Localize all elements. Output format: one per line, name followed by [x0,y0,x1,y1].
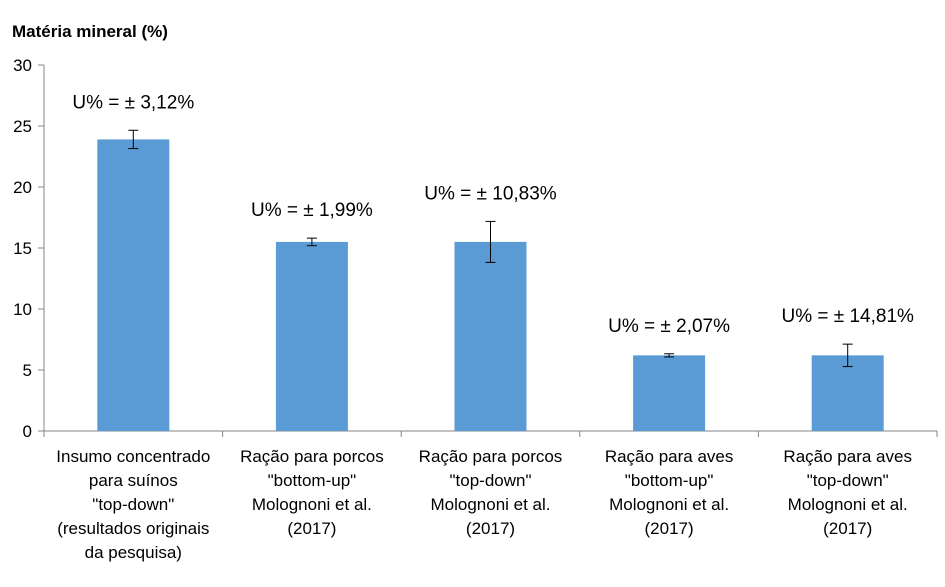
category-label-line: para suínos [89,471,178,490]
category-label-line: Ração para aves [783,447,912,466]
category-label-line: (2017) [645,519,694,538]
category-label-line: Molognoni et al. [430,495,550,514]
uncertainty-label: U% = ± 3,12% [72,92,194,113]
category-label-line: (2017) [466,519,515,538]
category-label: Ração para aves "top-down" Molognoni et al… [783,447,912,538]
category-label-line: Ração para porcos [419,447,563,466]
category-label-line: da pesquisa) [85,543,182,562]
category-label-line: Molognoni et al. [252,495,372,514]
category-label-line: "bottom-up" [268,471,357,490]
category-label-line: (2017) [287,519,336,538]
category-label: Insumo concentrado para suínos "top-down" (… [56,447,210,562]
category-labels: Insumo concentrado para suínos "top-down" (… [56,447,912,562]
y-tick-label: 0 [23,422,32,441]
uncertainty-label: U% = ± 14,81% [781,306,914,327]
bar [633,355,706,431]
category-label-line: "top-down" [92,495,174,514]
category-label-line: Molognoni et al. [609,495,729,514]
y-tick-label: 15 [13,239,32,258]
category-label-line: Insumo concentrado [56,447,210,466]
bar [275,241,348,431]
uncertainty-label: U% = ± 1,99% [251,200,373,221]
axes: 0 5 10 15 20 25 30 [13,56,938,441]
uncertainty-label: U% = ± 10,83% [424,183,557,204]
category-label: Ração para aves "bottom-up" Molognoni et a… [605,447,734,538]
category-label-line: "top-down" [449,471,531,490]
category-label-line: Ração para aves [605,447,734,466]
error-bars [128,129,853,368]
category-label: Ração para porcos "bottom-up" Molognoni et… [240,447,384,538]
bar [454,241,527,431]
bar [97,139,170,432]
category-label-line: Ração para porcos [240,447,384,466]
category-label-line: (resultados originais [57,519,209,538]
category-label-line: Molognoni et al. [788,495,908,514]
category-label: Ração para porcos "top-down" Molognoni et … [419,447,563,538]
bar [811,355,884,431]
category-label-line: (2017) [823,519,872,538]
y-tick-label: 10 [13,300,32,319]
category-label-line: "bottom-up" [625,471,714,490]
y-axis-label: Matéria mineral (%) [12,22,168,41]
y-tick-label: 5 [23,361,32,380]
bars [97,139,884,432]
y-tick-label: 20 [13,178,32,197]
y-tick-label: 25 [13,117,32,136]
y-tick-label: 30 [13,56,32,75]
category-label-line: "top-down" [807,471,889,490]
uncertainty-label: U% = ± 2,07% [608,316,730,337]
annotations: U% = ± 3,12% U% = ± 1,99% U% = ± 10,83% U% … [72,92,914,337]
